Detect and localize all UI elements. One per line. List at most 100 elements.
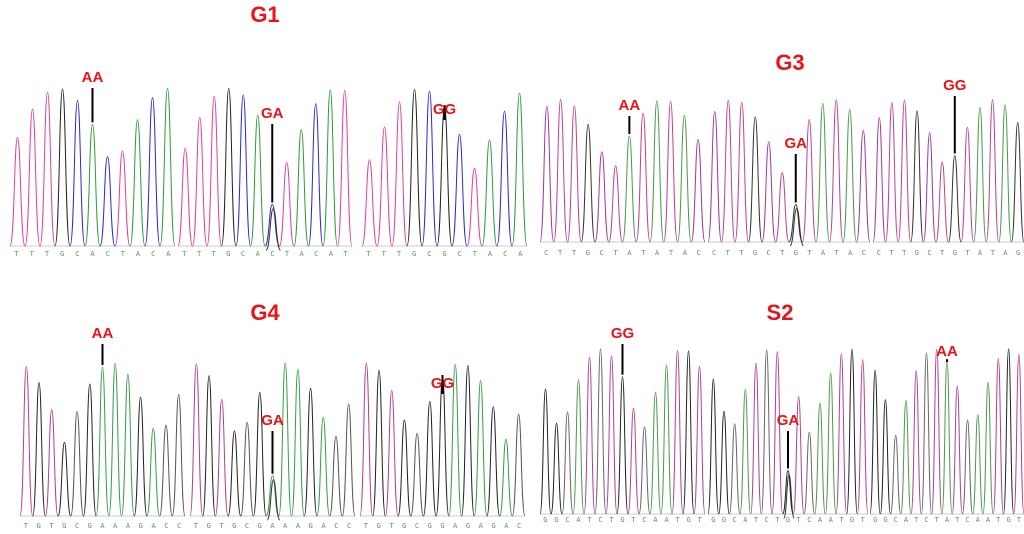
peak — [178, 148, 193, 246]
peak — [609, 166, 623, 242]
base-sequence: CTTGCTGTATAG — [877, 249, 1020, 257]
peak — [437, 107, 452, 246]
peak — [617, 377, 628, 514]
peak — [279, 363, 292, 516]
peak — [921, 353, 931, 514]
peak — [241, 422, 254, 516]
peak — [292, 369, 305, 516]
peak — [253, 392, 266, 516]
peak — [664, 102, 678, 242]
peak — [309, 104, 324, 246]
peak — [554, 100, 568, 242]
peak — [636, 113, 650, 242]
peak — [729, 424, 740, 514]
peak — [33, 382, 46, 516]
peak — [467, 168, 482, 246]
peak — [740, 389, 751, 514]
peak — [215, 399, 228, 516]
peak — [639, 427, 650, 514]
genotype-label: AA — [619, 97, 641, 114]
peak — [1014, 354, 1024, 514]
base-sequence: TGTGCGGAGAGAC — [364, 522, 521, 530]
peak — [190, 364, 203, 516]
peak — [974, 108, 987, 242]
peak — [683, 351, 694, 514]
panel-title: G3 — [775, 50, 804, 75]
peak — [595, 349, 606, 514]
peak — [606, 356, 617, 514]
peak — [761, 350, 772, 514]
peak — [749, 117, 763, 242]
peak — [751, 363, 762, 514]
peak — [398, 420, 411, 516]
peak — [961, 127, 974, 242]
genotype-label: AA — [92, 325, 114, 342]
peak — [462, 366, 475, 516]
peak — [251, 115, 266, 246]
peak — [452, 134, 467, 246]
peak — [40, 92, 55, 246]
peak — [70, 100, 85, 246]
genotype-label: GA — [777, 412, 800, 429]
peak — [392, 102, 407, 246]
peak — [385, 390, 398, 516]
peak — [83, 384, 96, 516]
peak — [932, 349, 942, 514]
peak — [134, 397, 147, 516]
peak — [986, 100, 999, 242]
peak — [160, 88, 175, 246]
peak — [338, 90, 353, 246]
peak — [650, 101, 664, 242]
peak — [562, 412, 573, 514]
peak — [722, 100, 736, 242]
peak — [843, 109, 857, 242]
peak — [540, 389, 551, 514]
peak — [735, 102, 749, 242]
peak — [540, 106, 554, 242]
peak — [870, 370, 880, 514]
peak — [474, 381, 487, 516]
peak — [193, 117, 208, 246]
peak — [203, 376, 216, 516]
peak — [436, 377, 449, 516]
base-sequence: GGCATCTGTCAATGT — [543, 516, 702, 524]
peak — [512, 93, 527, 246]
peak — [109, 364, 122, 516]
peak — [891, 435, 901, 514]
peak — [584, 357, 595, 514]
peak — [708, 111, 722, 242]
peak — [847, 349, 858, 514]
genotype-label: GA — [785, 135, 808, 152]
peak — [628, 408, 639, 514]
peak — [407, 89, 422, 246]
peak — [973, 415, 983, 514]
peak — [147, 428, 160, 516]
peak — [551, 423, 562, 514]
panel-title: S2 — [767, 300, 794, 325]
peak — [304, 388, 317, 516]
peak — [993, 359, 1003, 514]
base-sequence: TTTGCACTACA — [15, 250, 172, 258]
peak — [772, 352, 783, 514]
base-sequence: GGCATCTGTCAATGT — [711, 516, 865, 524]
peak — [207, 96, 222, 246]
base-sequence: GGCATCTATCAATGT — [873, 516, 1022, 524]
peak — [222, 88, 237, 246]
peak — [20, 366, 33, 516]
genotype-label: GG — [943, 77, 966, 94]
peak — [678, 115, 692, 242]
peak — [423, 402, 436, 516]
peak — [880, 400, 890, 514]
base-sequence: CTTGCTGTATAC — [712, 249, 866, 257]
peak — [804, 432, 815, 514]
peak — [512, 414, 525, 516]
peak — [573, 379, 584, 514]
peak — [936, 162, 949, 242]
peak — [71, 412, 84, 516]
base-sequence: TTTGCGCTACA — [367, 250, 524, 258]
peak — [595, 152, 609, 242]
peak — [236, 95, 251, 246]
peak — [411, 433, 424, 516]
peak — [719, 411, 730, 514]
base-sequence: TGTGCGAAAGACC — [24, 522, 181, 530]
